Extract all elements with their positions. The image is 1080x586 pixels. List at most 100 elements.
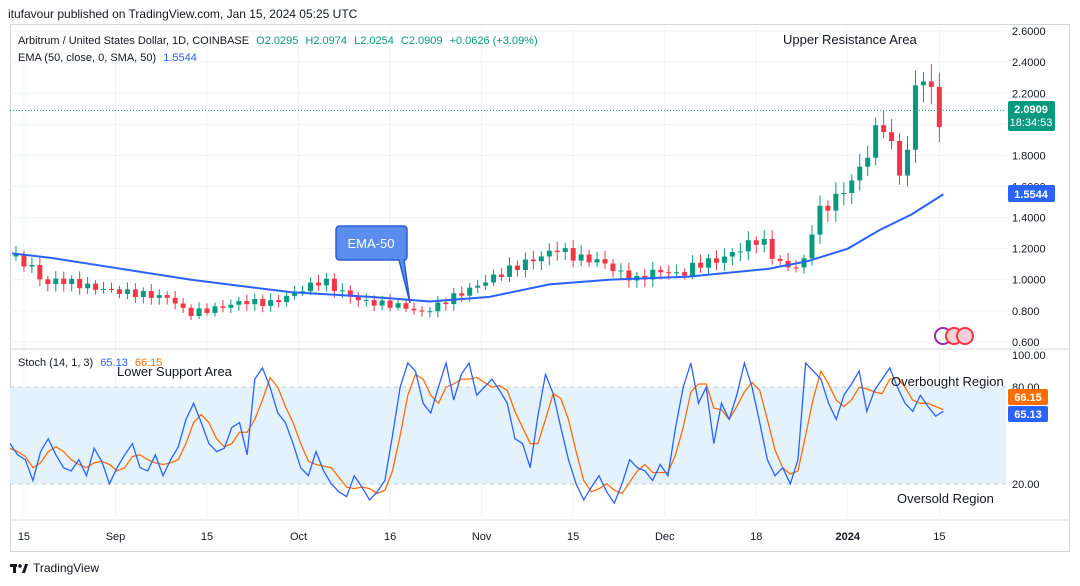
candle-body (865, 157, 871, 167)
candle-body (435, 302, 441, 312)
price-tick-label: 2.2000 (1012, 88, 1046, 100)
candle-body (93, 283, 99, 290)
candle-body (132, 289, 138, 298)
ema-legend-label: EMA (50, close, 0, SMA, 50) (18, 52, 157, 64)
price-tick-label: 1.2000 (1012, 244, 1046, 256)
overbought-label: Overbought Region (891, 374, 1004, 389)
candle-body (419, 310, 425, 312)
ohlc-open: O2.0295 (256, 35, 299, 47)
candle-body (403, 303, 409, 309)
time-tick-label: Dec (655, 531, 675, 543)
candle-body (530, 259, 536, 262)
candle-body (554, 250, 560, 253)
candle-body (618, 270, 624, 272)
time-tick-label: 15 (933, 531, 945, 543)
candle-body (769, 238, 775, 259)
candle-body (156, 295, 162, 298)
candle-body (801, 258, 807, 268)
candle-body (339, 290, 345, 292)
candle-body (29, 265, 35, 267)
candle-body (427, 311, 433, 313)
candle-body (514, 265, 520, 270)
ema-price-tag: 1.5544 (1008, 185, 1055, 202)
candle-body (260, 298, 266, 306)
candle-body (45, 279, 51, 285)
candle-body (411, 308, 417, 311)
candle-body (849, 180, 855, 194)
lower-support-label: Lower Support Area (117, 364, 232, 379)
upper-resistance-label: Upper Resistance Area (783, 32, 917, 47)
candle-body (650, 269, 656, 280)
ohlc-low: L2.0254 (354, 35, 394, 47)
candle-body (626, 270, 632, 281)
tradingview-logo-icon (10, 564, 28, 573)
time-tick-label: 18 (750, 531, 762, 543)
candle-body (21, 254, 27, 267)
ema-tag-value: 1.5544 (1014, 189, 1049, 201)
ema-50-line (11, 193, 944, 303)
candle-body (292, 292, 298, 296)
candle-body (522, 259, 528, 270)
candle-body (164, 295, 170, 298)
candle-body (363, 300, 369, 302)
event-markers[interactable] (934, 327, 974, 345)
price-tick-label: 1.4000 (1012, 213, 1046, 225)
candle-body (713, 258, 719, 263)
candle-body (109, 288, 114, 290)
candle-body (13, 254, 19, 257)
candle-body (928, 81, 934, 87)
candle-body (204, 308, 210, 313)
candle-body (61, 278, 67, 285)
candle-body (85, 283, 91, 289)
candle-body (729, 252, 735, 257)
time-tick-label: 15 (567, 531, 579, 543)
candle-body (308, 282, 313, 292)
price-axis-ticks: 0.6000.8001.00001.20001.40001.60001.8000… (1012, 26, 1046, 349)
candle-body (745, 240, 751, 252)
candle-body (881, 125, 887, 133)
candle-body (721, 256, 727, 263)
ohlc-change: +0.0626 (+3.09%) (449, 35, 538, 47)
candle-body (467, 287, 473, 296)
publish-header: itufavour published on TradingView.com, … (8, 7, 358, 21)
candle-body (562, 248, 568, 253)
candle-body (148, 291, 154, 298)
candle-body (475, 285, 481, 288)
candle-body (777, 258, 783, 261)
time-tick-label: Nov (472, 531, 492, 543)
candle-body (212, 306, 218, 313)
candle-body (252, 298, 258, 305)
stoch-legend[interactable]: Stoch (14, 1, 3) 65.13 66.15 (18, 357, 162, 369)
candle-body (833, 193, 839, 211)
candle-body (379, 300, 385, 306)
candle-body (236, 301, 242, 305)
candle-body (268, 300, 274, 306)
candle-body (737, 251, 743, 253)
ema-callout: EMA-50 (335, 225, 411, 304)
candle-body (538, 256, 544, 262)
stoch-d-tag-value: 66.15 (1014, 392, 1042, 404)
candle-body (920, 81, 926, 86)
tradingview-footer[interactable]: TradingView (10, 561, 99, 575)
stoch-tick-label: 100.00 (1012, 350, 1046, 362)
candle-body (658, 269, 664, 273)
stoch-k-line (9, 360, 944, 505)
candle-body (507, 265, 512, 277)
candle-body (483, 282, 489, 286)
candle-body (682, 272, 688, 276)
candle-body (698, 262, 704, 268)
candle-body (889, 132, 895, 142)
candle-body (491, 274, 497, 283)
candle-body (387, 300, 393, 308)
candle-body (323, 278, 329, 286)
candle-body (69, 278, 75, 285)
candle-body (706, 258, 711, 268)
time-tick-label: 2024 (836, 531, 861, 543)
ema-legend[interactable]: EMA (50, close, 0, SMA, 50) 1.5544 (18, 52, 197, 64)
price-tick-label: 1.8000 (1012, 150, 1046, 162)
candle-body (53, 278, 59, 285)
candle-body (140, 291, 146, 298)
candle-body (809, 234, 815, 259)
stoch-k-tag-value: 65.13 (1014, 409, 1042, 421)
